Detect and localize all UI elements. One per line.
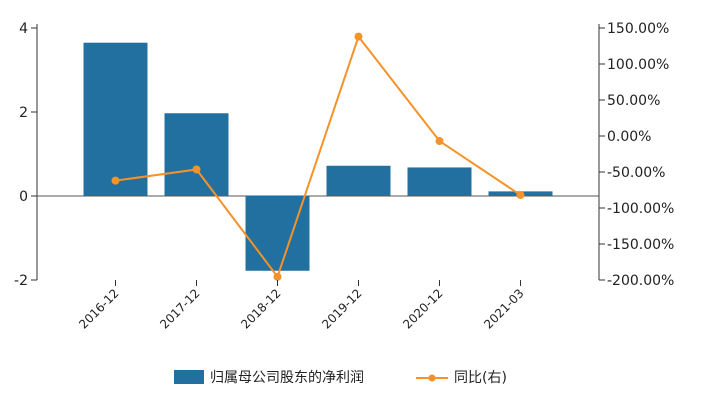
- x-tick-label: 2020-12: [400, 286, 445, 331]
- right-tick-label: 0.00%: [607, 129, 651, 145]
- left-tick-label: 0: [19, 189, 28, 205]
- legend-bar-swatch: [174, 370, 204, 384]
- bar: [245, 196, 310, 271]
- right-tick-label: -150.00%: [607, 237, 674, 253]
- right-tick-label: -50.00%: [607, 165, 665, 181]
- bar: [407, 167, 472, 196]
- x-tick-label: 2021-03: [481, 286, 526, 331]
- right-tick-label: -200.00%: [607, 273, 674, 289]
- x-tick-label: 2018-12: [238, 286, 283, 331]
- left-axis-ticks: -2 0 2 4: [14, 21, 37, 289]
- line-point: [273, 272, 282, 281]
- right-axis-ticks: 150.00% 100.00% 50.00% 0.00% -50.00% -100.00%…: [599, 21, 674, 289]
- line-point: [354, 32, 363, 41]
- legend-bar-label: 归属母公司股东的净利润: [210, 369, 364, 386]
- bar: [326, 165, 391, 196]
- x-tick-label: 2019-12: [319, 286, 364, 331]
- legend: 归属母公司股东的净利润 同比(右): [174, 369, 507, 386]
- line-point: [111, 176, 120, 185]
- line-path: [115, 34, 522, 279]
- right-tick-label: 150.00%: [607, 21, 669, 37]
- x-axis-ticks: 2016-12 2017-12 2018-12 2019-12 2020-12 2021-…: [76, 280, 527, 332]
- bar: [164, 113, 229, 196]
- right-tick-label: 100.00%: [607, 57, 669, 73]
- legend-line-marker: [428, 374, 436, 382]
- bar: [83, 42, 148, 197]
- left-tick-label: 2: [19, 105, 28, 121]
- bar-series: [83, 42, 553, 271]
- line-point: [435, 137, 444, 146]
- x-tick-label: 2016-12: [76, 286, 121, 331]
- left-tick-label: 4: [19, 21, 28, 37]
- right-tick-label: -100.00%: [607, 201, 674, 217]
- line-point: [192, 165, 201, 174]
- right-tick-label: 50.00%: [607, 93, 660, 109]
- left-tick-label: -2: [14, 273, 28, 289]
- legend-line-label: 同比(右): [454, 370, 507, 386]
- line-series: [111, 32, 525, 281]
- line-point: [516, 191, 525, 200]
- x-tick-label: 2017-12: [157, 286, 202, 331]
